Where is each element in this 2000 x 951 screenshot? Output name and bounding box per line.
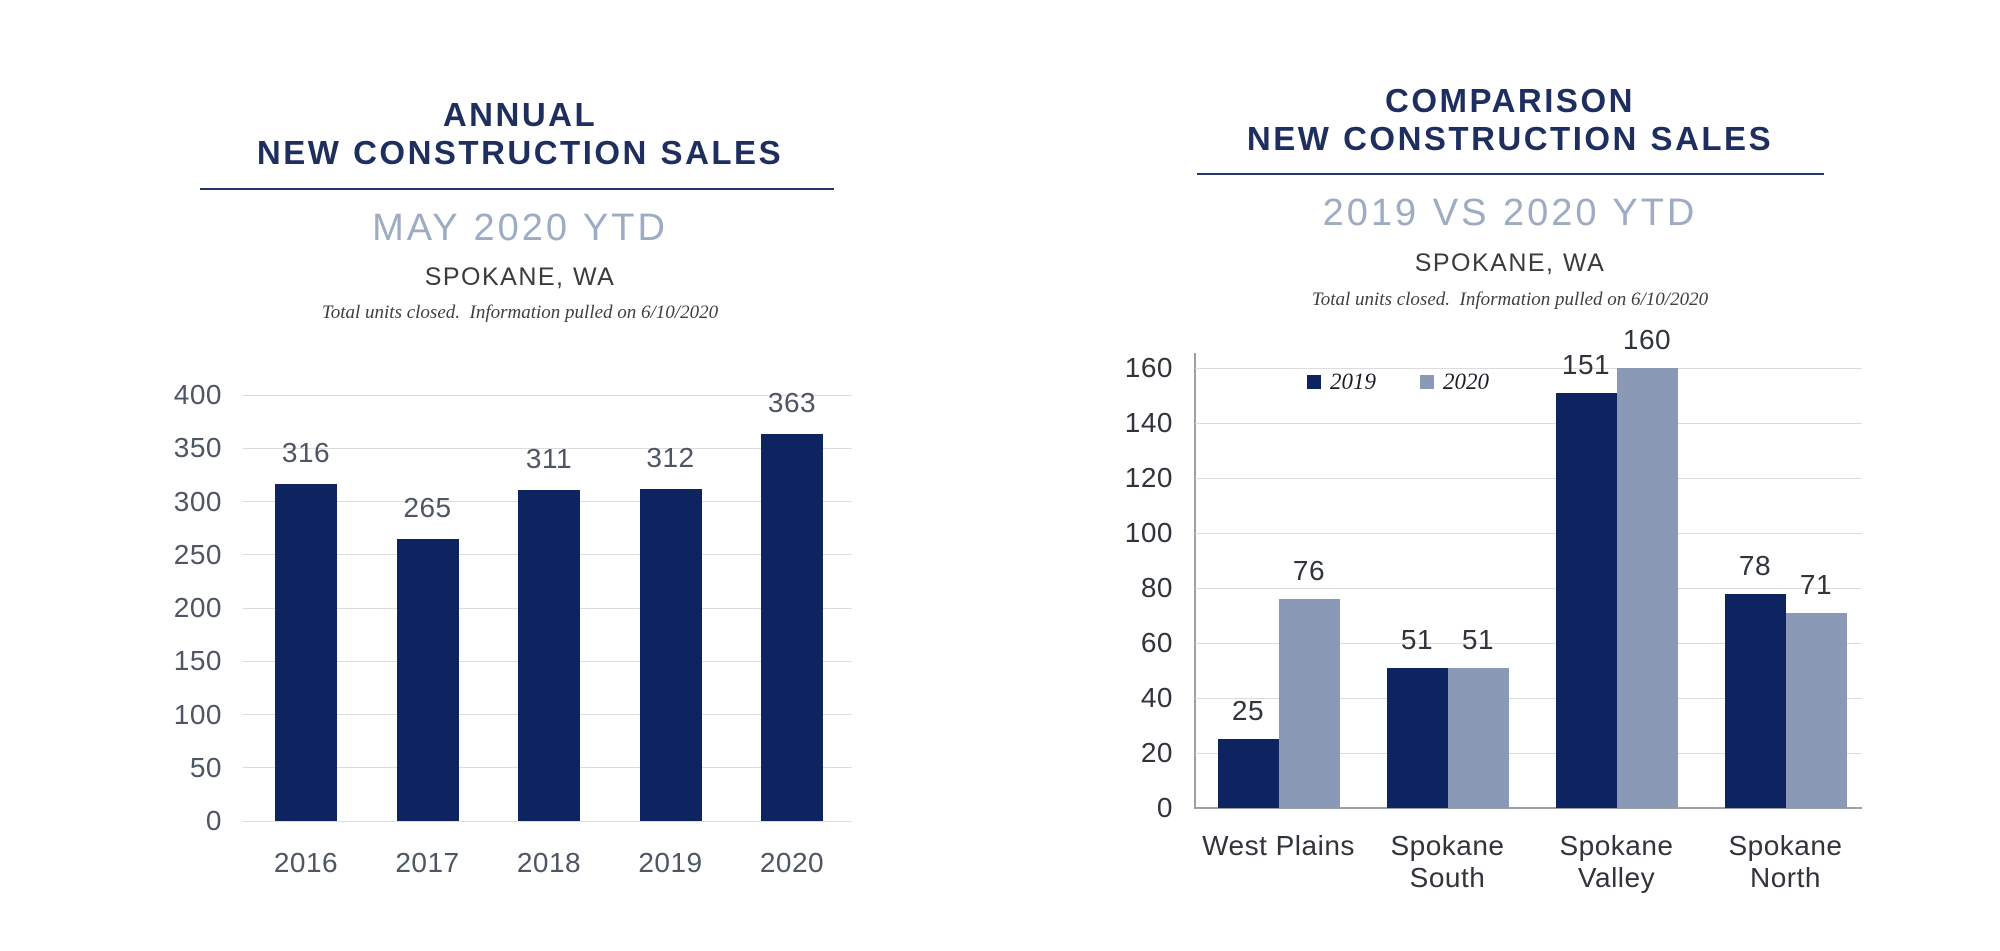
legend-swatch-2019 (1307, 374, 1321, 389)
y-tick-label-100: 100 (1124, 517, 1173, 548)
bar-value-label-2019-Spokane Valley: 151 (1561, 348, 1611, 380)
bar-value-label-2020-West Plains: 76 (1292, 555, 1326, 586)
bar-value-label-2020-Spokane South: 51 (1461, 623, 1495, 655)
y-tick-label-100: 100 (173, 698, 222, 730)
bar-2018 (518, 489, 580, 821)
bar-value-label-2017: 265 (403, 491, 452, 523)
y-tick-label-300: 300 (173, 485, 222, 517)
bar-value-label-2019-Spokane North: 78 (1738, 549, 1772, 581)
annual-title-underline (200, 188, 834, 190)
annual-chart-subtitle: MAY 2020 YTD (372, 207, 668, 249)
legend-label-2020: 2020 (1443, 369, 1489, 394)
x-tick-label-Spokane North-line1: Spokane (1728, 830, 1843, 861)
comparison-title-underline (1197, 173, 1824, 175)
y-tick-label-140: 140 (1124, 407, 1173, 438)
y-tick-label-80: 80 (1140, 572, 1173, 603)
x-tick-label-Spokane Valley-line1: Spokane (1559, 830, 1674, 861)
gridline-60 (1195, 642, 1862, 644)
y-tick-label-400: 400 (173, 379, 222, 410)
y-tick-label-120: 120 (1124, 462, 1173, 493)
x-tick-label-2017: 2017 (395, 847, 460, 878)
y-tick-label-0: 0 (1156, 792, 1173, 823)
bar-value-label-2020: 363 (767, 387, 817, 419)
comparison-chart-location: SPOKANE, WA (1414, 249, 1606, 277)
bar-value-label-2019: 312 (646, 441, 695, 473)
gridline-80 (1195, 587, 1862, 589)
gridline-350 (243, 447, 852, 449)
bar-2019-Spokane Valley (1555, 392, 1617, 808)
bar-2020-West Plains (1278, 599, 1340, 808)
y-tick-label-250: 250 (173, 538, 222, 570)
gridline-100 (1195, 532, 1862, 534)
bar-2019-Spokane North (1724, 593, 1786, 808)
comparison-chart-subtitle: 2019 VS 2020 YTD (1322, 192, 1698, 234)
annual-chart-location: SPOKANE, WA (424, 263, 616, 291)
bar-value-label-2020-Spokane Valley: 160 (1622, 324, 1672, 355)
gridline-40 (1195, 697, 1862, 699)
bar-2020 (761, 434, 823, 821)
x-tick-label-2018: 2018 (516, 847, 582, 878)
bar-value-label-2016: 316 (281, 437, 331, 469)
annual-chart-title-line2: NEW CONSTRUCTION SALES (256, 134, 784, 171)
gridline-120 (1195, 477, 1862, 479)
y-tick-label-350: 350 (173, 432, 222, 464)
bar-value-label-2018: 311 (525, 442, 573, 474)
gridline-140 (1195, 422, 1862, 424)
y-tick-label-150: 150 (173, 645, 222, 677)
x-tick-label-2020: 2020 (759, 847, 825, 878)
comparison-chart-title-line2: NEW CONSTRUCTION SALES (1246, 120, 1774, 157)
annual-chart-title-line1: ANNUAL (442, 96, 598, 133)
y-tick-label-40: 40 (1140, 682, 1173, 713)
annual-chart-note: Total units closed. Information pulled o… (321, 302, 719, 323)
legend: 2019 2020 (1307, 370, 1489, 393)
comparison-chart-note: Total units closed. Information pulled o… (1311, 289, 1709, 310)
gridline-0 (243, 820, 852, 822)
x-tick-label-Spokane North-line2: North (1750, 862, 1821, 893)
x-tick-label-2016: 2016 (273, 847, 339, 878)
gridline-20 (1195, 752, 1862, 754)
x-tick-label-West Plains-line1: West Plains (1202, 830, 1355, 861)
bar-2020-Spokane North (1785, 612, 1847, 808)
comparison-plot-area: 0 20 40 60 80 100 120 140 160 25 51 151 78 76 51 160 71 W… (1125, 324, 1862, 893)
gridline-160 (1195, 367, 1862, 369)
bar-value-label-2020-Spokane North: 71 (1799, 568, 1833, 600)
y-axis-line (1194, 353, 1196, 809)
bar-value-label-2019-Spokane South: 51 (1400, 623, 1434, 655)
legend-item-2019: 2019 (1307, 370, 1376, 393)
y-tick-label-50: 50 (189, 751, 222, 783)
y-tick-label-60: 60 (1140, 627, 1173, 658)
comparison-chart-title-line1: COMPARISON (1385, 82, 1635, 119)
bar-2016 (275, 484, 337, 821)
bar-2019 (639, 488, 702, 821)
y-tick-label-20: 20 (1140, 737, 1173, 768)
legend-swatch-2020 (1420, 374, 1434, 389)
gridline-400 (243, 394, 852, 396)
x-tick-label-Spokane South-line2: South (1409, 862, 1486, 893)
y-tick-label-160: 160 (1124, 352, 1173, 383)
bar-2019-Spokane South (1386, 667, 1448, 808)
bar-2020-Spokane South (1447, 667, 1509, 808)
bar-value-label-2019-West Plains: 25 (1231, 695, 1265, 727)
legend-label-2019: 2019 (1330, 369, 1376, 394)
annual-plot-area: 0 50 100 150 200 250 300 350 400 316 2016 265 2017 31… (174, 380, 852, 878)
x-tick-label-Spokane Valley-line2: Valley (1577, 862, 1656, 893)
bar-2020-Spokane Valley (1616, 368, 1678, 808)
legend-item-2020: 2020 (1420, 370, 1489, 393)
gridline-0 (1195, 806, 1862, 809)
x-tick-label-2019: 2019 (638, 847, 703, 878)
bar-2019-West Plains (1217, 739, 1279, 808)
y-tick-label-200: 200 (173, 592, 222, 623)
bar-2017 (396, 538, 459, 821)
x-tick-label-Spokane South-line1: Spokane (1390, 830, 1505, 861)
y-tick-label-0: 0 (205, 805, 222, 836)
